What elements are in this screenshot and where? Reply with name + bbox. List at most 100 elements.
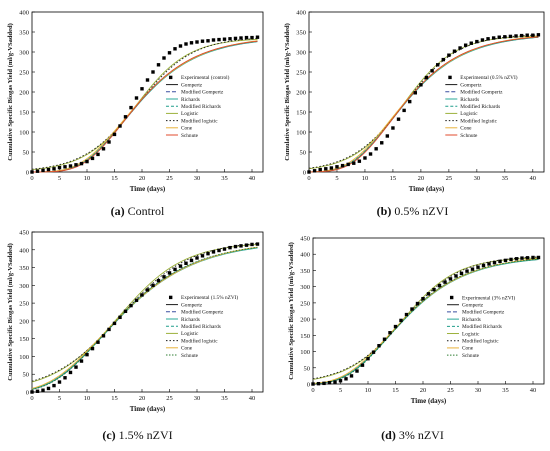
data-point xyxy=(447,53,451,57)
plot-frame xyxy=(312,237,545,385)
y-tick-label: 50 xyxy=(23,150,30,157)
legend-label: Richards xyxy=(460,97,479,103)
y-tick-label: 150 xyxy=(19,110,29,117)
data-point xyxy=(90,346,95,351)
y-tick-label: 200 xyxy=(19,90,29,97)
data-point xyxy=(85,352,89,357)
x-tick-label: 35 xyxy=(502,175,509,182)
caption-a: (a) Control xyxy=(110,204,165,218)
data-point xyxy=(382,337,387,341)
legend-label: Schnute xyxy=(462,353,480,359)
legend-label: Logistic xyxy=(462,331,480,337)
x-tick-label: 25 xyxy=(446,175,453,182)
data-point xyxy=(393,324,398,329)
series-line-cone xyxy=(31,246,258,389)
data-point xyxy=(118,124,122,128)
data-point xyxy=(503,258,508,263)
series-line-cone xyxy=(308,35,539,173)
legend-label: Experimental (1.5% nZVI) xyxy=(181,294,238,301)
y-tick-label: 100 xyxy=(19,130,29,137)
x-tick-label: 20 xyxy=(139,395,146,402)
y-tick-label: 0 xyxy=(26,390,29,397)
legend-label: Modified Richards xyxy=(181,103,221,110)
data-point xyxy=(536,33,541,37)
x-axis-label: Time (days) xyxy=(130,405,166,413)
legend-label: Gompertz xyxy=(181,302,203,308)
data-point xyxy=(486,37,490,41)
legend-label: Modified logistic xyxy=(462,338,499,345)
x-tick-label: 40 xyxy=(249,175,256,182)
y-tick-label: 300 xyxy=(296,50,306,57)
x-tick-label: 15 xyxy=(111,175,118,182)
legend-label: Experimental (control) xyxy=(181,74,230,81)
legend-label: Modified Richards xyxy=(181,323,221,330)
data-point xyxy=(335,165,339,169)
data-point xyxy=(151,283,155,288)
data-point xyxy=(415,301,420,306)
data-point xyxy=(156,279,161,283)
data-point xyxy=(480,38,485,42)
data-point xyxy=(46,167,51,172)
data-point xyxy=(307,170,311,174)
data-point xyxy=(52,383,56,388)
x-tick-label: 35 xyxy=(221,175,228,182)
x-tick-label: 0 xyxy=(307,175,310,182)
legend-label: Gompertz xyxy=(460,82,482,88)
x-axis-label: Time (days) xyxy=(130,185,166,193)
series-line-logistic xyxy=(31,244,258,383)
y-tick-label: 250 xyxy=(19,70,29,77)
data-point xyxy=(430,69,434,73)
legend-label: Modified Gompertz xyxy=(181,89,224,96)
data-point xyxy=(57,165,62,170)
legend-label: Modified logistic xyxy=(181,337,218,344)
x-tick-label: 10 xyxy=(362,175,369,182)
data-point xyxy=(410,307,414,311)
data-point xyxy=(404,312,409,317)
data-point xyxy=(195,40,199,44)
y-axis-label: Cumulative Specific Biogas Yield (ml/g-V… xyxy=(7,23,14,160)
data-point xyxy=(448,277,453,281)
y-tick-label: 300 xyxy=(19,50,29,57)
data-point xyxy=(426,292,431,296)
series-line-schnute xyxy=(31,246,258,390)
data-point xyxy=(74,365,78,369)
data-point xyxy=(463,43,468,47)
data-point xyxy=(476,265,480,269)
data-point xyxy=(435,63,440,67)
caption-b: (b) 0.5% nZVI xyxy=(376,204,449,218)
y-tick-label: 150 xyxy=(296,110,306,117)
data-point xyxy=(162,275,166,279)
data-point xyxy=(118,315,122,320)
series-line-modified-gompertz xyxy=(312,258,539,385)
data-point xyxy=(327,381,332,385)
x-tick-label: 5 xyxy=(339,387,342,394)
y-tick-label: 350 xyxy=(19,265,29,272)
data-point xyxy=(140,87,144,91)
y-tick-label: 200 xyxy=(300,317,310,324)
x-tick-label: 25 xyxy=(447,387,454,394)
series-line-cone xyxy=(312,258,539,384)
y-tick-label: 350 xyxy=(300,268,310,275)
x-tick-label: 5 xyxy=(58,395,61,402)
data-point xyxy=(79,359,84,363)
data-point xyxy=(101,334,106,338)
data-point xyxy=(96,152,100,157)
data-point xyxy=(316,381,321,386)
x-tick-label: 0 xyxy=(30,395,33,402)
data-point xyxy=(35,169,40,173)
y-axis-label: Cumulative Specific Biogas Yield (ml/g-V… xyxy=(288,242,295,379)
legend-label: Richards xyxy=(462,317,481,323)
series-line-modified-richards xyxy=(31,247,258,390)
data-point xyxy=(173,267,177,272)
data-point xyxy=(470,267,475,271)
x-tick-label: 20 xyxy=(420,387,427,394)
data-point xyxy=(206,251,210,256)
y-tick-label: 100 xyxy=(19,354,29,361)
chart-panel-2: 0 50 100 150 200 250 300 350 400 450 0 5 10 15 20 25 30 3… xyxy=(7,230,264,413)
data-point xyxy=(107,327,111,332)
data-point xyxy=(250,35,254,40)
data-point xyxy=(90,156,95,161)
data-point xyxy=(329,166,334,170)
y-tick-label: 450 xyxy=(300,236,310,243)
legend-label: Modified Richards xyxy=(460,103,500,110)
